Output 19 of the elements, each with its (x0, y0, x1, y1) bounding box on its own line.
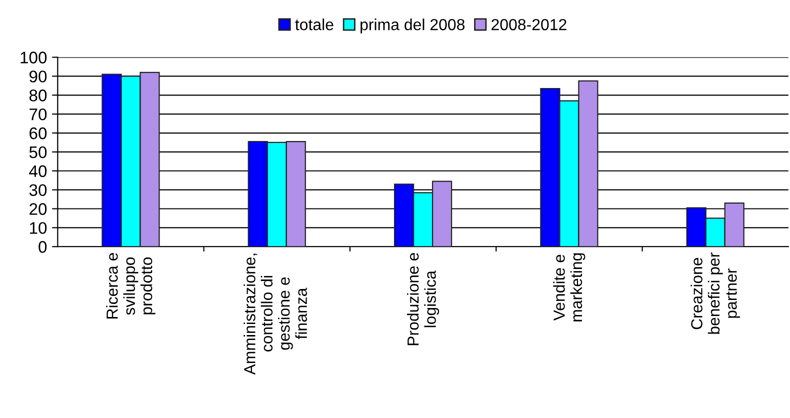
y-tick-label: 80 (29, 90, 47, 102)
y-tick-label: 0 (38, 241, 47, 253)
x-tick-label: Vendite e marketing (553, 253, 586, 322)
legend-label: prima del 2008 (360, 18, 465, 34)
y-tick-label: 70 (30, 108, 47, 120)
y-tick-label: 60 (30, 127, 47, 140)
legend-label: totale (295, 18, 334, 30)
x-tick-label: Amministrazione, controllo di gestione e finanza (244, 254, 307, 375)
x-tick-label: Ricerca e sviluppo prodotto (106, 253, 156, 318)
y-tick-label: 30 (29, 184, 47, 196)
y-tick-label: 40 (29, 165, 47, 178)
y-tick-label: 90 (30, 70, 47, 82)
x-tick-label: Produzione e logistica (407, 253, 440, 346)
y-tick-label: 100 (20, 52, 47, 64)
y-tick-label: 20 (30, 203, 47, 215)
legend-label: 2008-2012 (492, 18, 566, 30)
y-tick-label: 10 (30, 222, 47, 234)
y-tick-label: 50 (29, 146, 47, 158)
x-tick-label: Creazione benefici per partner (690, 252, 740, 334)
